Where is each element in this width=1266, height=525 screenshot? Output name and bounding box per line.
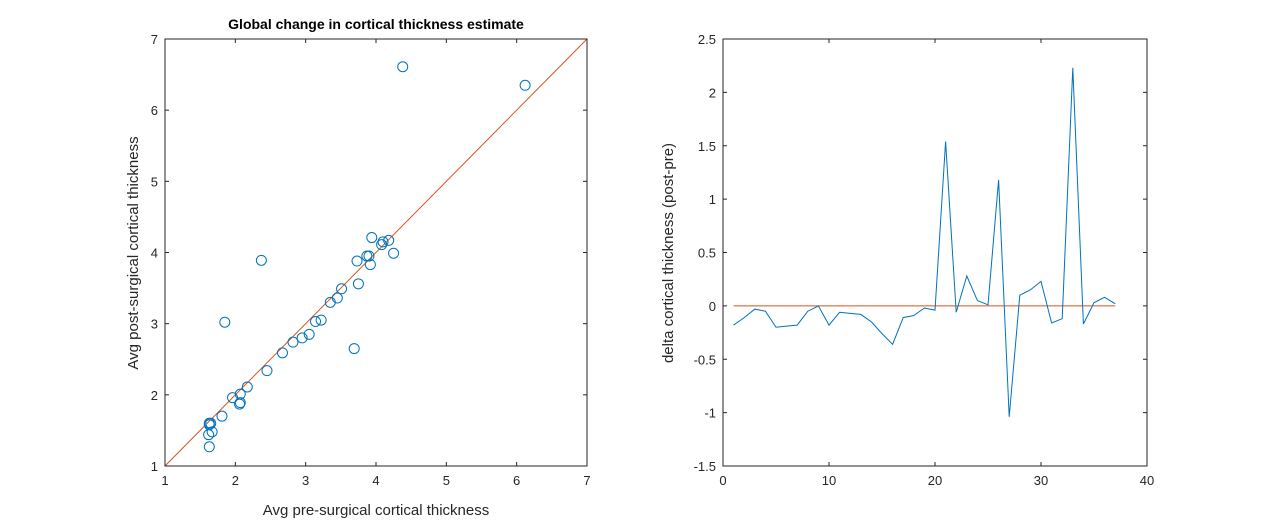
scatter-point [241,381,253,393]
scatter-point [364,259,376,271]
line-mark-group [733,67,1116,417]
line-ytick-label: 2 [709,85,716,100]
scatter-point [296,332,308,344]
scatter-point [366,232,378,244]
line-xtick-label: 10 [822,473,836,488]
line-tick-group: 0 10 20 30 40 -1.5 -1 -0.5 0 0.5 1 1.5 2 2.5 [694,32,1155,488]
scatter-point [310,316,322,328]
line-xtick-label: 20 [928,473,942,488]
scatter-point [363,250,375,262]
line-ytick-label: -0.5 [694,352,716,367]
line-ylabel: delta cortical thickness (post-pre) [660,143,677,363]
scatter-point [255,254,267,266]
scatter-point [397,61,409,73]
scatter-point [383,234,395,246]
scatter-point [276,347,288,359]
line-ytick-label: -1 [704,406,716,421]
scatter-title: Global change in cortical thickness esti… [228,16,524,32]
scatter-point [234,388,246,400]
scatter-ytick-label: 7 [151,32,158,47]
scatter-point [377,236,389,248]
scatter-xtick-label: 3 [302,473,309,488]
scatter-tick-group: 1 2 3 4 5 6 7 1 2 3 4 5 6 7 [151,32,591,488]
scatter-xtick-label: 4 [372,473,379,488]
scatter-point [303,328,315,340]
line-ytick-label: 1 [709,192,716,207]
scatter-point [261,365,273,377]
line-ytick-label: -1.5 [694,459,716,474]
scatter-point [234,397,246,409]
scatter-point [216,410,228,422]
scatter-point [388,247,400,259]
scatter-xtick-label: 1 [161,473,168,488]
scatter-ytick-label: 1 [151,459,158,474]
scatter-point [331,292,343,304]
line-ytick-label: 0.5 [698,246,716,261]
scatter-mark-group [164,38,588,467]
line-xtick-label: 30 [1034,473,1048,488]
line-xtick-label: 40 [1140,473,1154,488]
line-xtick-label: 0 [719,473,726,488]
scatter-xtick-label: 7 [583,473,590,488]
line-panel: 0 10 20 30 40 -1.5 -1 -0.5 0 0.5 1 1.5 2 2.5 delta co… [660,32,1154,488]
scatter-ytick-label: 5 [151,174,158,189]
line-axes-box [722,38,1148,467]
line-ytick-label: 2.5 [698,32,716,47]
scatter-point [315,314,327,326]
scatter-point [219,316,231,328]
scatter-point [205,417,217,429]
scatter-point [336,283,348,295]
scatter-ylabel: Avg post-surgical cortical thickness [125,136,142,369]
scatter-point [203,441,215,453]
line-ytick-label: 0 [709,299,716,314]
scatter-xtick-label: 5 [443,473,450,488]
scatter-point [348,343,360,355]
scatter-ytick-label: 4 [151,246,158,261]
line-ytick-label: 1.5 [698,139,716,154]
scatter-point [352,278,364,290]
scatter-point [227,392,239,404]
scatter-axes-box [164,38,588,467]
scatter-xtick-label: 6 [513,473,520,488]
scatter-xtick-label: 2 [232,473,239,488]
scatter-point [351,255,363,267]
scatter-panel: Global change in cortical thickness esti… [125,16,591,519]
scatter-point [519,79,531,91]
scatter-ytick-label: 2 [151,388,158,403]
delta-series-line [733,67,1116,417]
scatter-ytick-label: 6 [151,103,158,118]
scatter-point [287,336,299,348]
scatter-xlabel: Avg pre-surgical cortical thickness [263,502,489,519]
scatter-ytick-label: 3 [151,317,158,332]
